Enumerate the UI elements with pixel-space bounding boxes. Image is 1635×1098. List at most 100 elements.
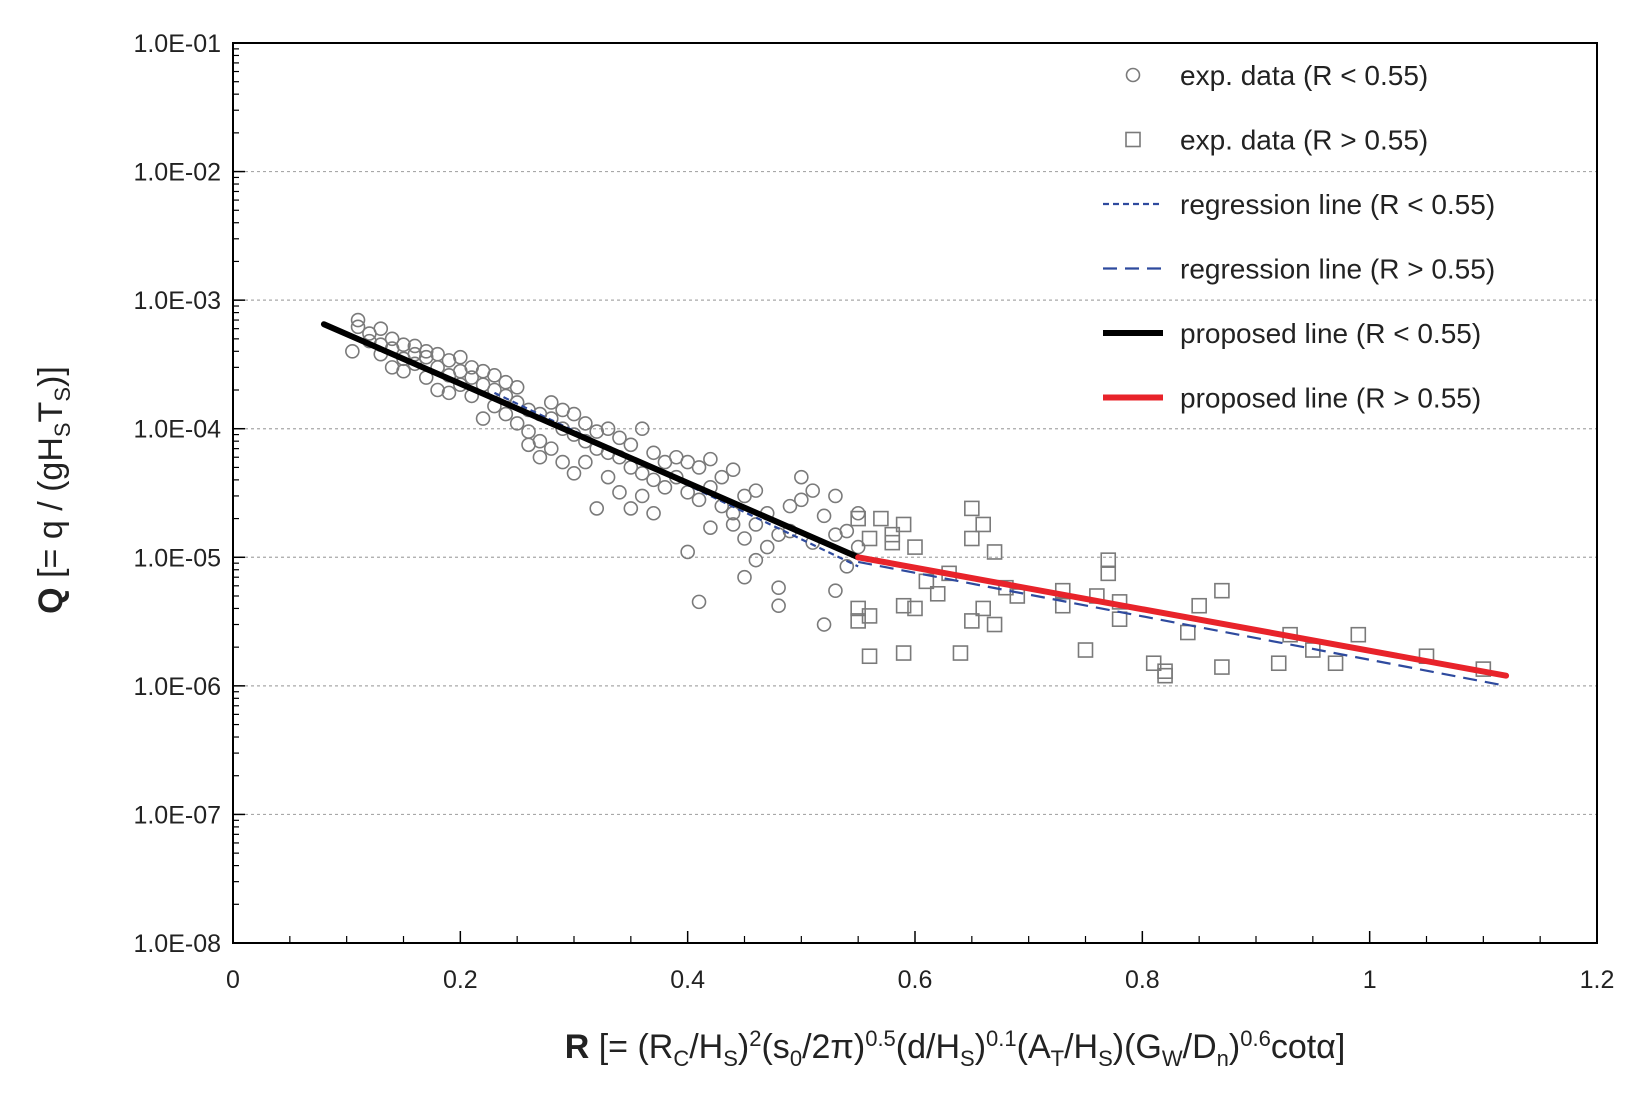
data-point-square [929,585,946,602]
data-point-circle [794,492,809,508]
data-point-circle [816,617,832,632]
data-point-circle [634,488,650,504]
data-point-square [895,516,912,533]
data-point-circle [430,382,445,398]
x-axis-title-part: 2 [749,1026,761,1051]
y-axis-title-part: S [50,422,75,437]
data-point-circle [657,480,673,495]
x-axis-title-part: (s [761,1028,789,1066]
y-tick-label: 1.0E-02 [133,159,221,187]
data-point-square [1145,655,1162,672]
data-point-circle [691,460,707,475]
data-point-square [907,539,923,555]
data-point-circle [509,379,525,395]
data-point-circle [839,559,855,574]
y-axis-title-part: T [32,402,70,423]
data-point-circle [543,395,559,410]
x-axis-title-part: (d/H [896,1028,960,1066]
legend-label: proposed line (R > 0.55) [1180,383,1481,414]
data-point-square [975,600,992,617]
data-point-circle [498,406,514,422]
y-tick-label: 1.0E-08 [133,930,221,958]
data-point-square [861,648,878,665]
legend-label: exp. data (R < 0.55) [1180,60,1428,91]
data-point-circle [828,488,843,504]
x-tick-label: 0.4 [670,966,705,994]
data-point-circle [634,421,650,437]
y-tick-label: 1.0E-07 [133,801,221,829]
data-point-square [1191,597,1207,614]
data-point-square [964,613,980,629]
legend-label: regression line (R > 0.55) [1180,254,1495,285]
data-point-circle [555,454,570,470]
data-point-circle [464,370,480,385]
data-point-circle [350,319,366,335]
data-point-circle [566,466,582,481]
legend: exp. data (R < 0.55) exp. data (R > 0.55)… [1103,60,1495,414]
data-point-circle [646,445,661,461]
x-tick-label: 1 [1363,966,1377,994]
proposed-line [855,554,1510,679]
data-point-square [964,530,980,547]
x-axis-title-part: S [1098,1046,1113,1071]
data-point-circle [623,501,639,516]
x-axis-title-part: (G [1124,1028,1162,1066]
data-point-square [1350,626,1367,643]
data-point-circle [396,337,411,353]
data-point-square [964,500,980,517]
x-axis-title-part: ) [1229,1028,1240,1066]
x-axis-title-part: /H [689,1028,723,1066]
x-axis-title-part: [= (R [589,1028,673,1066]
data-point-square [1327,655,1344,672]
data-point-circle [828,583,843,598]
data-point-circle [453,349,468,365]
data-point-square [986,616,1003,633]
legend-label: exp. data (R > 0.55) [1180,125,1428,156]
data-point-square [884,526,901,543]
data-point-circle [350,312,366,328]
data-point-square [1157,667,1173,684]
data-point-circle [816,508,832,524]
x-axis-title-part: /D [1183,1028,1217,1066]
data-point-square [850,510,866,527]
data-point-circle [612,485,627,500]
x-axis-title-part: ) [975,1028,986,1066]
legend-label: proposed line (R < 0.55) [1180,318,1481,349]
data-point-square [1077,642,1094,658]
data-point-circle [748,517,764,532]
data-point-square [1270,655,1287,672]
data-point-square [952,645,969,661]
axes: 1.0E-01 1.0E-02 1.0E-03 1.0E-04 1.0E-05 1.0E-… [133,30,1614,994]
data-point-square [907,600,923,617]
data-point-circle [418,344,434,359]
x-tick-label: 1.2 [1580,966,1615,994]
data-point-circle [600,469,616,485]
data-point-circle [714,469,730,485]
data-point-circle [532,433,548,449]
plot-frame [232,42,1598,944]
data-point-circle [509,416,525,431]
data-point-circle [578,454,593,470]
data-point-circle [600,421,616,437]
legend-label: regression line (R < 0.55) [1180,189,1495,220]
data-point-circle [589,501,605,516]
x-axis-title-part: W [1162,1046,1183,1071]
x-axis-title-part: 0.1 [986,1026,1017,1051]
y-axis-title-symbol: Q [32,587,70,613]
data-point-circle [578,416,593,431]
data-point-circle [737,531,752,546]
y-axis-title: Q [= q / (gHSTS)] [32,366,75,614]
data-point-square [895,597,912,614]
data-point-circle [748,483,764,498]
y-tick-label: 1.0E-01 [133,30,221,58]
data-point-square [986,544,1003,560]
x-axis-title-part: (A [1017,1028,1051,1066]
y-axis-title-part: )] [32,366,70,387]
legend-marker-square [1125,131,1141,148]
data-point-circle [748,552,764,568]
data-point-circle [782,498,798,514]
proposed-line [320,321,862,561]
data-point-circle [566,406,582,422]
data-point-circle [430,346,445,362]
data-point-circle [725,517,741,532]
